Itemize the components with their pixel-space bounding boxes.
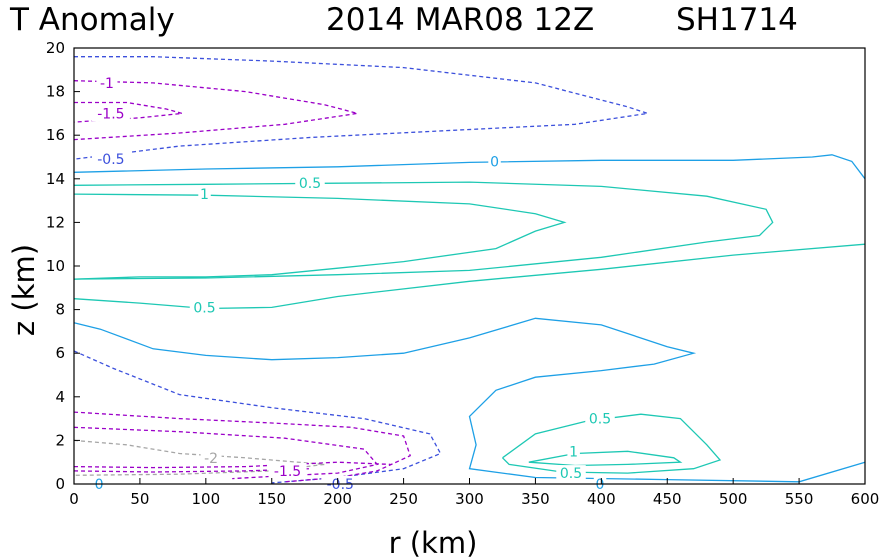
x-tick-label: 0 (69, 490, 79, 508)
y-tick-label: 12 (46, 213, 65, 231)
contour-label-background (556, 465, 586, 482)
x-axis-label: r (km) (389, 526, 478, 559)
contour-label: 1 (200, 187, 209, 203)
contour-line (73, 350, 442, 484)
contour-label-background (91, 105, 130, 122)
contour-line (73, 461, 391, 469)
contour-label: 0 (596, 477, 605, 493)
x-tick-label: 450 (653, 490, 682, 508)
contour-label-background (96, 74, 118, 91)
contour-labels: -1 -1.5 -0.5 0 0.5 1 0.5 0.5 1 0.5 0 -2 -1.5 -0.5 0 (91, 74, 615, 493)
x-tick-label: 550 (785, 490, 814, 508)
contour-label: 0 (490, 154, 499, 170)
x-tick-label: 150 (257, 490, 286, 508)
y-tick-label: 8 (55, 301, 65, 319)
y-tick-label: 18 (46, 83, 65, 101)
contour-line (528, 450, 683, 467)
x-tick-label: 350 (521, 490, 550, 508)
x-tick-label: 300 (455, 490, 484, 508)
contour-line (73, 439, 325, 476)
contour-label-background (200, 449, 222, 466)
y-tick-label: 10 (46, 257, 65, 275)
contour-label: -1 (100, 76, 114, 92)
x-tick-label: 600 (851, 490, 879, 508)
chart-title-storm-id: SH1714 (676, 2, 798, 38)
chart-title-variable: T Anomaly (9, 2, 175, 38)
contour-label-background (567, 443, 580, 460)
y-tick-label: 6 (55, 344, 65, 362)
contour-label: 0.5 (193, 300, 215, 316)
contour-label: 0.5 (589, 412, 611, 428)
contour-label: 0.5 (299, 176, 321, 192)
x-tick-label: 400 (587, 490, 616, 508)
contour-label-background (488, 153, 501, 170)
contour-line (502, 413, 722, 474)
contour-label: -0.5 (327, 477, 354, 493)
contour-line (73, 56, 648, 160)
y-axis-label: z (km) (7, 244, 41, 336)
y-tick-label: 2 (55, 431, 65, 449)
contour-label-background (189, 299, 220, 316)
chart-title-date: 2014 MAR08 12Z (326, 2, 594, 38)
y-tick-label: 20 (46, 39, 65, 57)
contour-line (73, 154, 866, 180)
contour-line (73, 80, 358, 141)
contour-label: -1.5 (274, 464, 301, 480)
y-tick-label: 0 (55, 475, 65, 493)
contour-label: 1 (569, 444, 578, 460)
contour-label-background (91, 151, 130, 168)
x-axis-ticks: 0 50 100 150 200 250 300 350 400 450 500 550 600 (69, 478, 879, 508)
x-tick-label: 250 (389, 490, 418, 508)
y-tick-label: 16 (46, 126, 65, 144)
x-tick-label: 100 (192, 490, 221, 508)
contour-line (73, 317, 866, 483)
x-tick-label: 200 (323, 490, 352, 508)
contour-line (73, 243, 866, 310)
contour-label-background (295, 175, 325, 192)
contour-label: 0 (95, 477, 104, 493)
contour-lines (73, 56, 866, 484)
x-tick-label: 500 (719, 490, 748, 508)
y-tick-label: 4 (55, 388, 65, 406)
contour-label-background (268, 462, 307, 479)
x-tick-label: 50 (130, 490, 149, 508)
contour-label: 0.5 (560, 466, 582, 482)
contour-line (73, 181, 774, 280)
contour-label-background (198, 186, 211, 203)
y-axis-ticks: 0 2 4 6 8 10 12 14 16 18 20 (46, 39, 80, 493)
contour-label-background (585, 410, 615, 427)
contour-line (73, 411, 412, 483)
contour-label: -1.5 (97, 106, 124, 122)
contour-line (73, 193, 567, 280)
contour-label: -2 (204, 451, 218, 467)
y-tick-label: 14 (46, 170, 65, 188)
contour-label: -0.5 (97, 152, 124, 168)
